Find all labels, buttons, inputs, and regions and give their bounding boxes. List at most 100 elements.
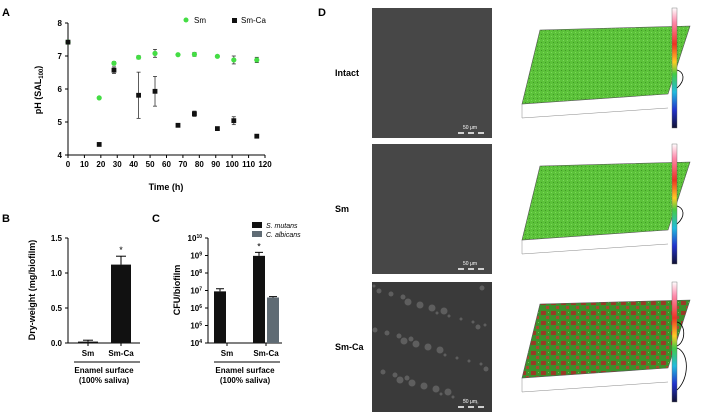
- surface-3d-plot: [521, 161, 691, 241]
- micrograph-speckle: [404, 375, 410, 381]
- chart-a-x-tick-label: 60: [162, 160, 171, 169]
- panel-letter-d: D: [318, 7, 326, 19]
- micrograph-speckle: [447, 314, 451, 318]
- micrograph-speckle: [416, 301, 424, 309]
- height-histogram: [676, 321, 687, 391]
- micrograph-speckle: [455, 356, 459, 360]
- chart-a-x-tick-label: 10: [80, 160, 89, 169]
- sm-data-point: [191, 51, 198, 57]
- micrograph-speckle: [396, 376, 404, 384]
- chart-a-x-tick-label: 120: [258, 160, 272, 169]
- micrograph-speckle: [396, 333, 402, 339]
- micrograph-speckle: [424, 343, 432, 351]
- micrograph-image: [372, 8, 492, 138]
- sm-data-point: [231, 57, 237, 63]
- micrograph-speckle: [404, 298, 412, 306]
- micrograph-speckle: [400, 337, 408, 345]
- legend-sm-label: Sm: [194, 16, 206, 25]
- cfu-bar: [267, 297, 279, 343]
- scale-bar-label: 50 μm: [463, 125, 477, 131]
- sm-data-point: [152, 50, 158, 56]
- micrograph-speckle: [479, 362, 483, 366]
- chart-c-y-tick-label: 108: [190, 269, 202, 278]
- chart-a-x-tick-label: 80: [195, 160, 204, 169]
- micrograph-speckle: [436, 346, 444, 354]
- cfu-bar: [253, 255, 265, 343]
- colorbar: [671, 143, 678, 265]
- micrograph-speckle: [412, 340, 420, 348]
- chart-c-y-tick-label: 105: [190, 322, 202, 331]
- chart-c-x-label-2: (100% saliva): [220, 376, 271, 385]
- sm-data-point: [96, 95, 102, 101]
- smca-data-point: [175, 122, 181, 128]
- micrograph-speckle: [408, 379, 416, 387]
- scale-bar-label: 50 μm: [463, 261, 477, 267]
- chart-a-x-label: Time (h): [149, 182, 184, 192]
- chart-a-y-tick-label: 6: [58, 85, 63, 94]
- chart-a-x-tick-label: 110: [242, 160, 255, 169]
- chart-a-x-tick-label: 90: [211, 160, 220, 169]
- micrograph-speckle: [471, 320, 475, 324]
- chart-a-y-tick-label: 7: [58, 52, 63, 61]
- colorbar: [671, 281, 678, 403]
- colorbar: [671, 7, 678, 129]
- legend-smca-label: Sm-Ca: [241, 16, 266, 25]
- smca-data-point: [192, 111, 197, 117]
- micrograph-speckle: [408, 336, 414, 342]
- chart-c-y-tick-label: 109: [190, 252, 202, 261]
- micrograph-speckle: [459, 317, 463, 321]
- micrograph-speckle: [483, 366, 489, 372]
- micrograph-speckle: [432, 385, 440, 393]
- micrograph-speckle: [439, 392, 443, 396]
- surface-axis: [521, 243, 669, 255]
- micrograph-speckle: [372, 327, 378, 333]
- dry-weight-bar: [111, 264, 131, 343]
- surface-3d-plot: [521, 299, 691, 379]
- micrograph-speckle: [435, 311, 439, 315]
- micrograph-speckle: [400, 294, 406, 300]
- chart-a-y-tick-label: 8: [58, 19, 63, 28]
- surface-axis: [521, 107, 669, 119]
- smca-data-point: [65, 39, 71, 45]
- legend-calbicans-marker: [252, 231, 262, 237]
- micrograph-speckle: [479, 285, 485, 291]
- chart-a-y-label: pH (SAL100): [33, 66, 45, 115]
- chart-b-y-tick-label: 0.0: [51, 339, 63, 348]
- chart-a-x-tick-label: 40: [129, 160, 138, 169]
- smca-data-point: [136, 92, 141, 98]
- legend-sm-marker: [183, 17, 189, 23]
- chart-b-y-tick-label: 1.5: [51, 234, 63, 243]
- micrograph-image: [372, 144, 492, 274]
- row-label: Intact: [335, 68, 359, 78]
- chart-c-y-label: CFU/biofilm: [172, 265, 182, 316]
- ph-time-chart: pH (SAL100) Time (h) 0 10 20 30 40 50 60 70 80 90…: [33, 16, 272, 192]
- micrograph-speckle: [388, 291, 394, 297]
- sm-data-point: [175, 52, 181, 58]
- chart-b-y-tick-label: 0.5: [51, 304, 63, 313]
- row-label: Sm-Ca: [335, 342, 365, 352]
- legend-smca-marker: [232, 18, 237, 23]
- cfu-bar: [214, 291, 226, 343]
- surface-axis: [521, 381, 669, 393]
- micrograph-speckle: [463, 398, 467, 402]
- micrograph-speckle: [483, 323, 487, 327]
- micrograph-speckle: [440, 307, 448, 315]
- smca-data-point: [254, 133, 260, 139]
- panel-letter-a: A: [2, 7, 10, 19]
- smca-data-point: [231, 118, 237, 124]
- chart-a-x-tick-label: 20: [96, 160, 105, 169]
- scale-bar-label: 50 μm: [463, 399, 477, 405]
- smca-data-point: [96, 142, 102, 147]
- dry-weight-bar: [78, 341, 98, 343]
- significance-star: *: [257, 241, 261, 251]
- cfu-chart: CFU/biofilm Enamel surface (100% saliva)…: [172, 222, 301, 385]
- height-histogram: [676, 69, 684, 89]
- chart-c-x-tick-label: Sm-Ca: [253, 349, 279, 358]
- chart-b-y-label: Dry-weight (mg/biofilm): [27, 240, 37, 341]
- chart-c-x-tick-label: Sm: [221, 349, 233, 358]
- chart-c-y-tick-label: 1010: [188, 234, 203, 243]
- micrograph-speckle: [392, 372, 398, 378]
- micrograph-speckle: [475, 401, 479, 405]
- micrograph-speckle: [376, 288, 382, 294]
